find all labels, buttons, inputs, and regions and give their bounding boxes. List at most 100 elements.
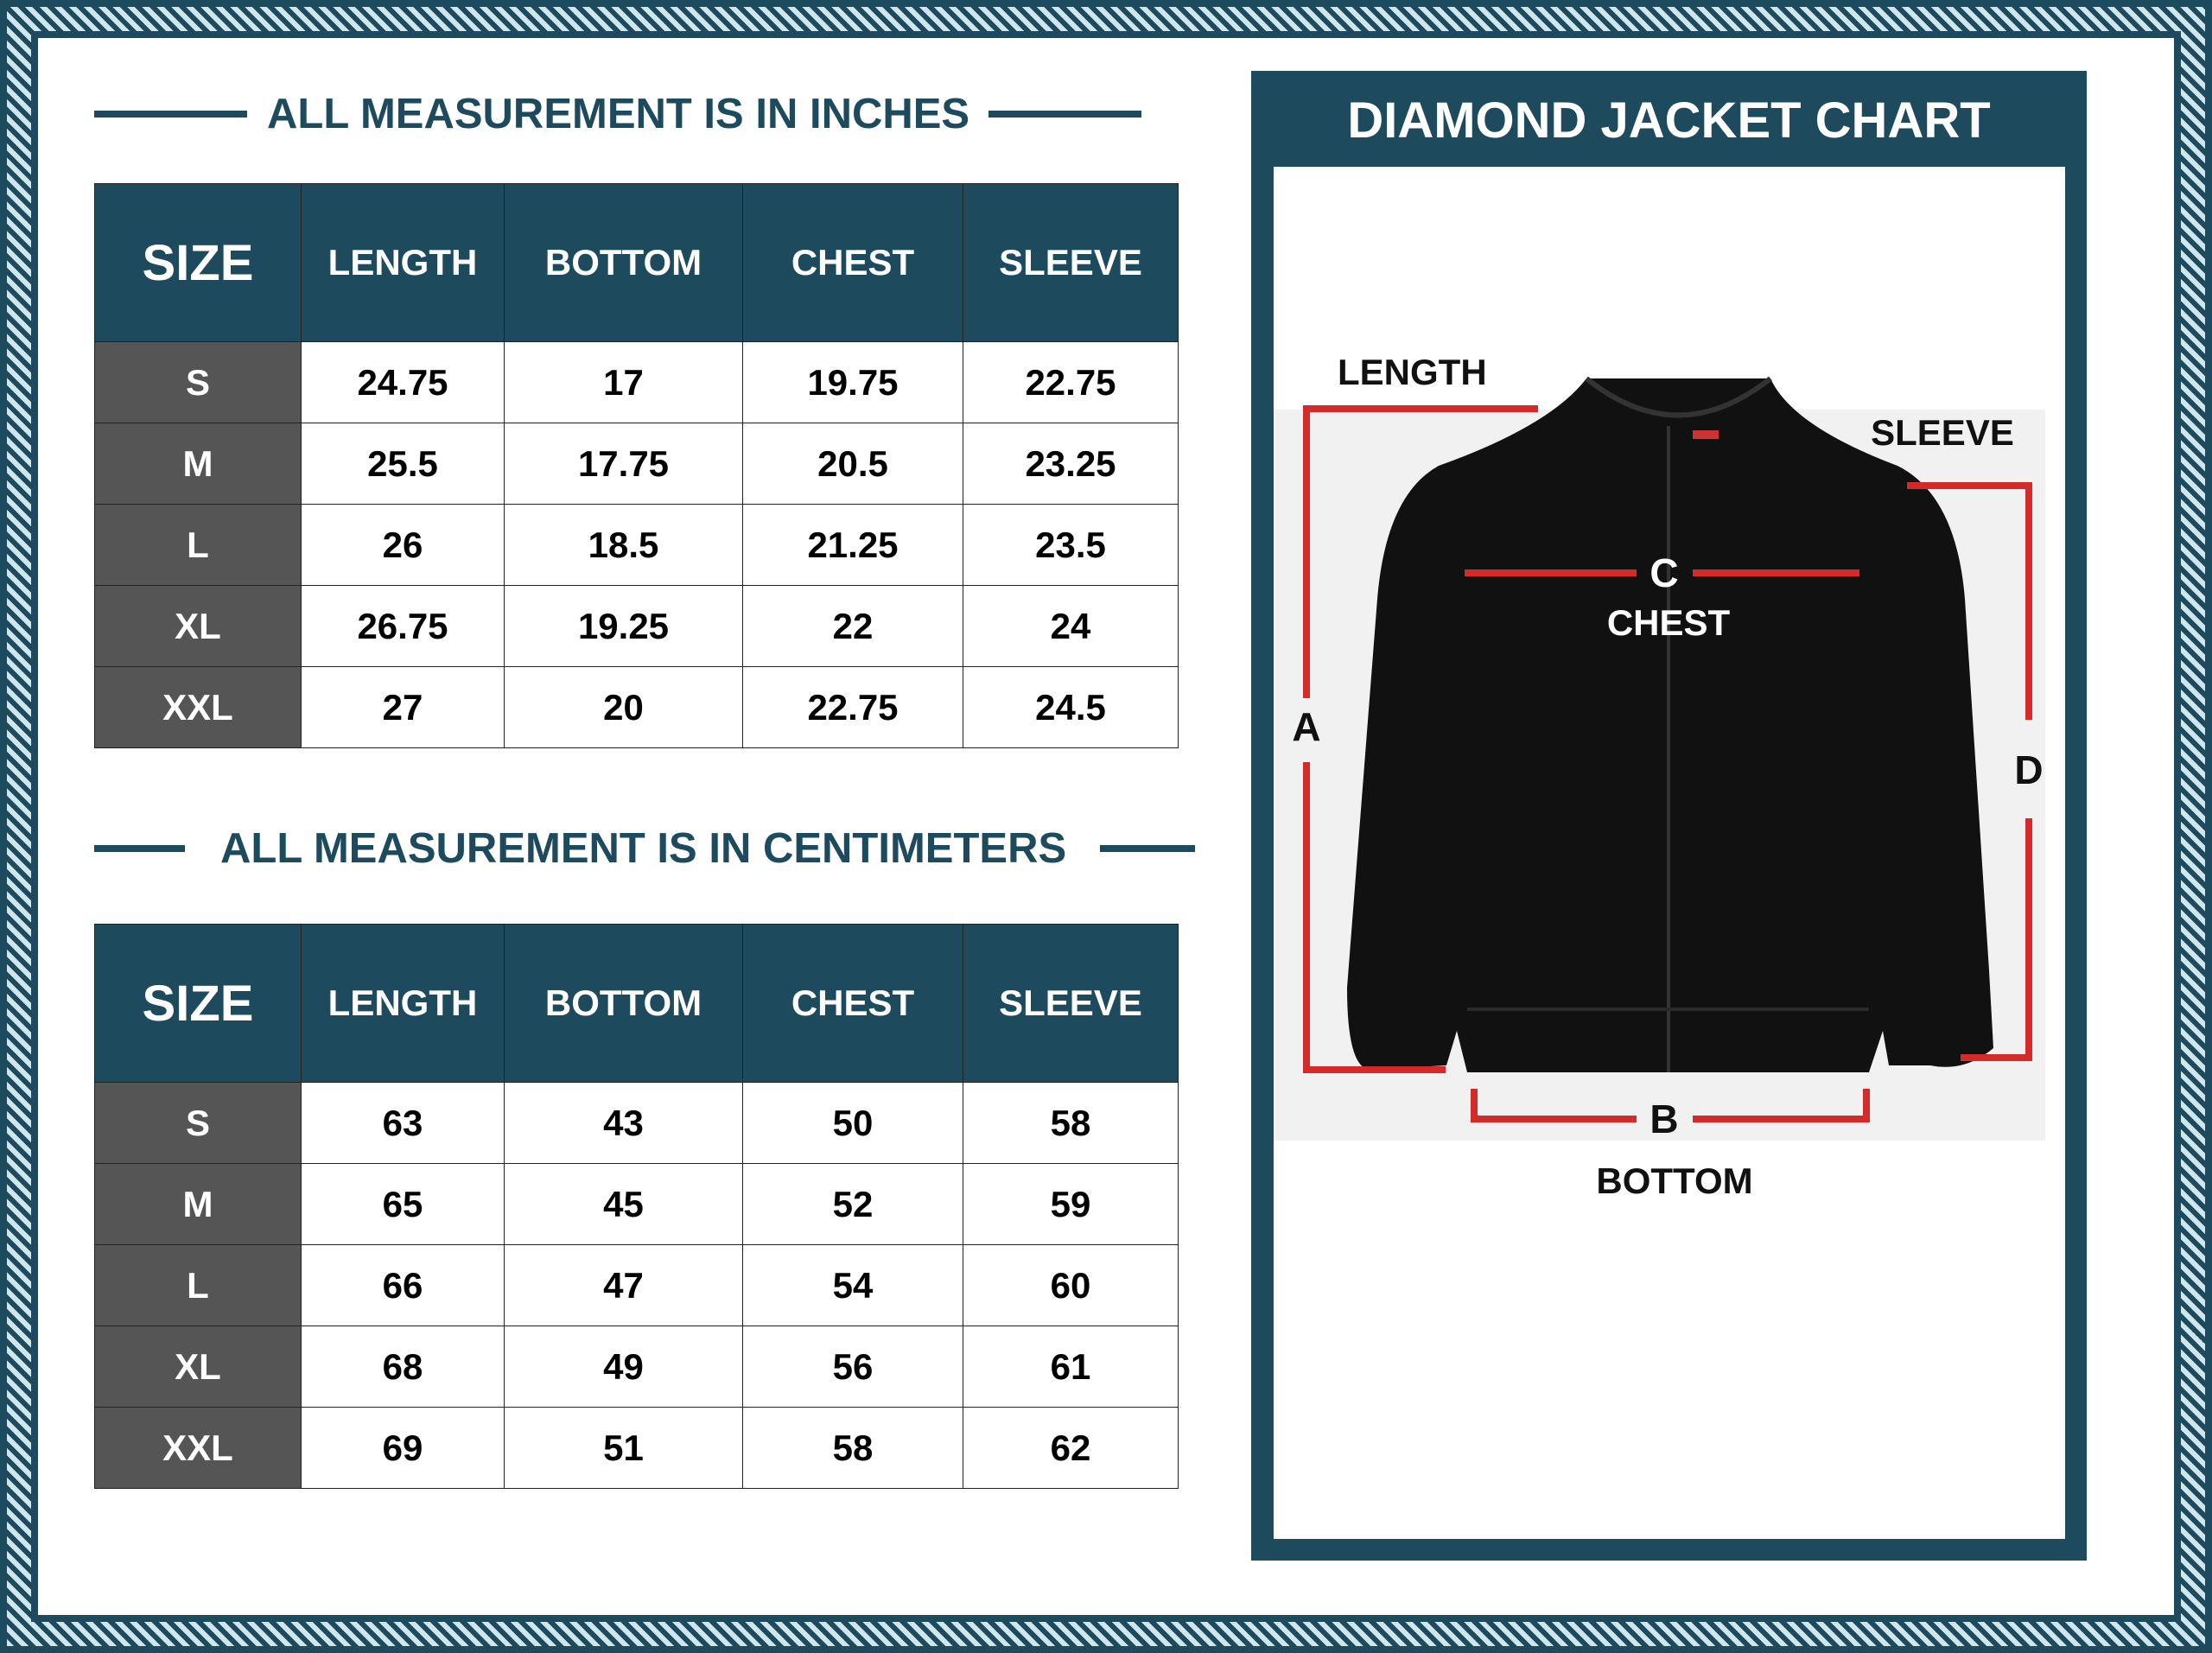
measurement-cell-length: 63	[301, 1082, 505, 1164]
measurement-cell-bottom: 20	[504, 666, 743, 748]
table-row: S 24.75 17 19.75 22.75	[94, 341, 1179, 423]
jacket-measurement-diagram: LENGTH SLEEVE CHEST BOTTOM A B C D	[1274, 352, 2045, 1201]
size-cell: XL	[94, 585, 302, 667]
measurement-cell-sleeve: 23.5	[963, 504, 1179, 586]
size-cell: S	[94, 1082, 302, 1164]
column-header-size: SIZE	[94, 183, 302, 342]
inches-heading-text: ALL MEASUREMENT IS IN INCHES	[267, 91, 970, 137]
column-header-length: LENGTH	[301, 924, 505, 1083]
size-cell: L	[94, 1244, 302, 1326]
measurement-cell-bottom: 17.75	[504, 423, 743, 505]
heading-rule	[1100, 845, 1196, 852]
measurement-cell-sleeve: 61	[963, 1326, 1179, 1408]
measurement-cell-length: 65	[301, 1163, 505, 1245]
heading-rule	[94, 111, 247, 118]
centimeters-heading-text: ALL MEASUREMENT IS IN CENTIMETERS	[220, 825, 1067, 872]
length-line-a-bottom	[1303, 762, 1446, 1073]
column-header-sleeve: SLEEVE	[963, 924, 1179, 1083]
sleeve-line-d-top	[1907, 482, 2032, 720]
inches-heading: ALL MEASUREMENT IS IN INCHES	[94, 90, 1142, 138]
jacket-diagram-panel: DIAMOND JACKET CHART LENGTH SLEEVE CHEST	[1251, 71, 2087, 1561]
measurement-cell-chest: 56	[742, 1326, 963, 1408]
bottom-line-right	[1693, 1089, 1870, 1122]
header-row: SIZE LENGTH BOTTOM CHEST SLEEVE	[94, 924, 1179, 1083]
bottom-line-left	[1471, 1089, 1637, 1122]
marker-c: C	[1649, 550, 1678, 595]
measurement-cell-bottom: 51	[504, 1407, 743, 1489]
measurement-cell-chest: 58	[742, 1407, 963, 1489]
measurement-cell-sleeve: 24.5	[963, 666, 1179, 748]
measurement-cell-sleeve: 58	[963, 1082, 1179, 1164]
measurement-cell-chest: 20.5	[742, 423, 963, 505]
measurement-cell-chest: 52	[742, 1163, 963, 1245]
size-cell: XXL	[94, 666, 302, 748]
marker-d: D	[2014, 747, 2043, 792]
jacket-collar	[1585, 376, 1772, 418]
table-row: L 66 47 54 60	[94, 1244, 1179, 1326]
measurement-cell-sleeve: 23.25	[963, 423, 1179, 505]
table-row: XL 68 49 56 61	[94, 1326, 1179, 1408]
measurement-cell-length: 66	[301, 1244, 505, 1326]
column-header-length: LENGTH	[301, 183, 505, 342]
size-cell: M	[94, 423, 302, 505]
measurement-cell-bottom: 17	[504, 341, 743, 423]
chest-label: CHEST	[1607, 602, 1731, 643]
column-header-chest: CHEST	[742, 183, 963, 342]
centimeters-heading: ALL MEASUREMENT IS IN CENTIMETERS	[94, 824, 1196, 873]
measurement-cell-bottom: 19.25	[504, 585, 743, 667]
sleeve-line-d-bottom	[1961, 818, 2032, 1061]
centimeters-size-table: SIZE LENGTH BOTTOM CHEST SLEEVE S 63 43 50 58 M 65 4…	[94, 924, 1179, 1489]
marker-b: B	[1649, 1097, 1678, 1141]
column-header-sleeve: SLEEVE	[963, 183, 1179, 342]
jacket-brand-tag	[1693, 430, 1719, 439]
table-row: XL 26.75 19.25 22 24	[94, 585, 1179, 667]
sleeve-label: SLEEVE	[1871, 412, 2014, 453]
marker-a: A	[1292, 704, 1320, 749]
measurement-cell-length: 26.75	[301, 585, 505, 667]
measurement-cell-chest: 22.75	[742, 666, 963, 748]
measurement-cell-chest: 21.25	[742, 504, 963, 586]
diagram-canvas: LENGTH SLEEVE CHEST BOTTOM A B C D	[1274, 167, 2065, 1539]
table-row: S 63 43 50 58	[94, 1082, 1179, 1164]
measurement-cell-length: 27	[301, 666, 505, 748]
measurement-cell-length: 26	[301, 504, 505, 586]
table-row: XXL 69 51 58 62	[94, 1407, 1179, 1489]
header-row: SIZE LENGTH BOTTOM CHEST SLEEVE	[94, 183, 1179, 342]
column-header-bottom: BOTTOM	[504, 183, 743, 342]
measurement-cell-sleeve: 22.75	[963, 341, 1179, 423]
heading-rule	[94, 845, 185, 852]
measurement-cell-sleeve: 24	[963, 585, 1179, 667]
heading-rule	[988, 111, 1142, 118]
table-row: XXL 27 20 22.75 24.5	[94, 666, 1179, 748]
measurement-cell-chest: 22	[742, 585, 963, 667]
size-cell: XL	[94, 1326, 302, 1408]
length-line-a-top	[1303, 405, 1538, 698]
measurement-cell-length: 68	[301, 1326, 505, 1408]
size-cell: M	[94, 1163, 302, 1245]
measurement-cell-chest: 19.75	[742, 341, 963, 423]
measurement-cell-length: 24.75	[301, 341, 505, 423]
diagram-title: DIAMOND JACKET CHART	[1347, 92, 1991, 149]
column-header-size: SIZE	[94, 924, 302, 1083]
measurement-cell-length: 25.5	[301, 423, 505, 505]
table-row: L 26 18.5 21.25 23.5	[94, 504, 1179, 586]
column-header-bottom: BOTTOM	[504, 924, 743, 1083]
table-row: M 25.5 17.75 20.5 23.25	[94, 423, 1179, 505]
measurement-cell-bottom: 47	[504, 1244, 743, 1326]
column-header-chest: CHEST	[742, 924, 963, 1083]
size-cell: S	[94, 341, 302, 423]
measurement-cell-chest: 50	[742, 1082, 963, 1164]
measurement-cell-bottom: 49	[504, 1326, 743, 1408]
inches-size-table: SIZE LENGTH BOTTOM CHEST SLEEVE S 24.75 17 19.75…	[94, 183, 1179, 748]
measurement-cell-length: 69	[301, 1407, 505, 1489]
length-label: LENGTH	[1338, 352, 1487, 392]
measurement-lines	[1303, 405, 2032, 1122]
size-cell: L	[94, 504, 302, 586]
size-cell: XXL	[94, 1407, 302, 1489]
bottom-label: BOTTOM	[1596, 1160, 1752, 1201]
measurement-cell-chest: 54	[742, 1244, 963, 1326]
table-row: M 65 45 52 59	[94, 1163, 1179, 1245]
measurement-cell-bottom: 18.5	[504, 504, 743, 586]
measurement-cell-sleeve: 60	[963, 1244, 1179, 1326]
measurement-cell-sleeve: 59	[963, 1163, 1179, 1245]
